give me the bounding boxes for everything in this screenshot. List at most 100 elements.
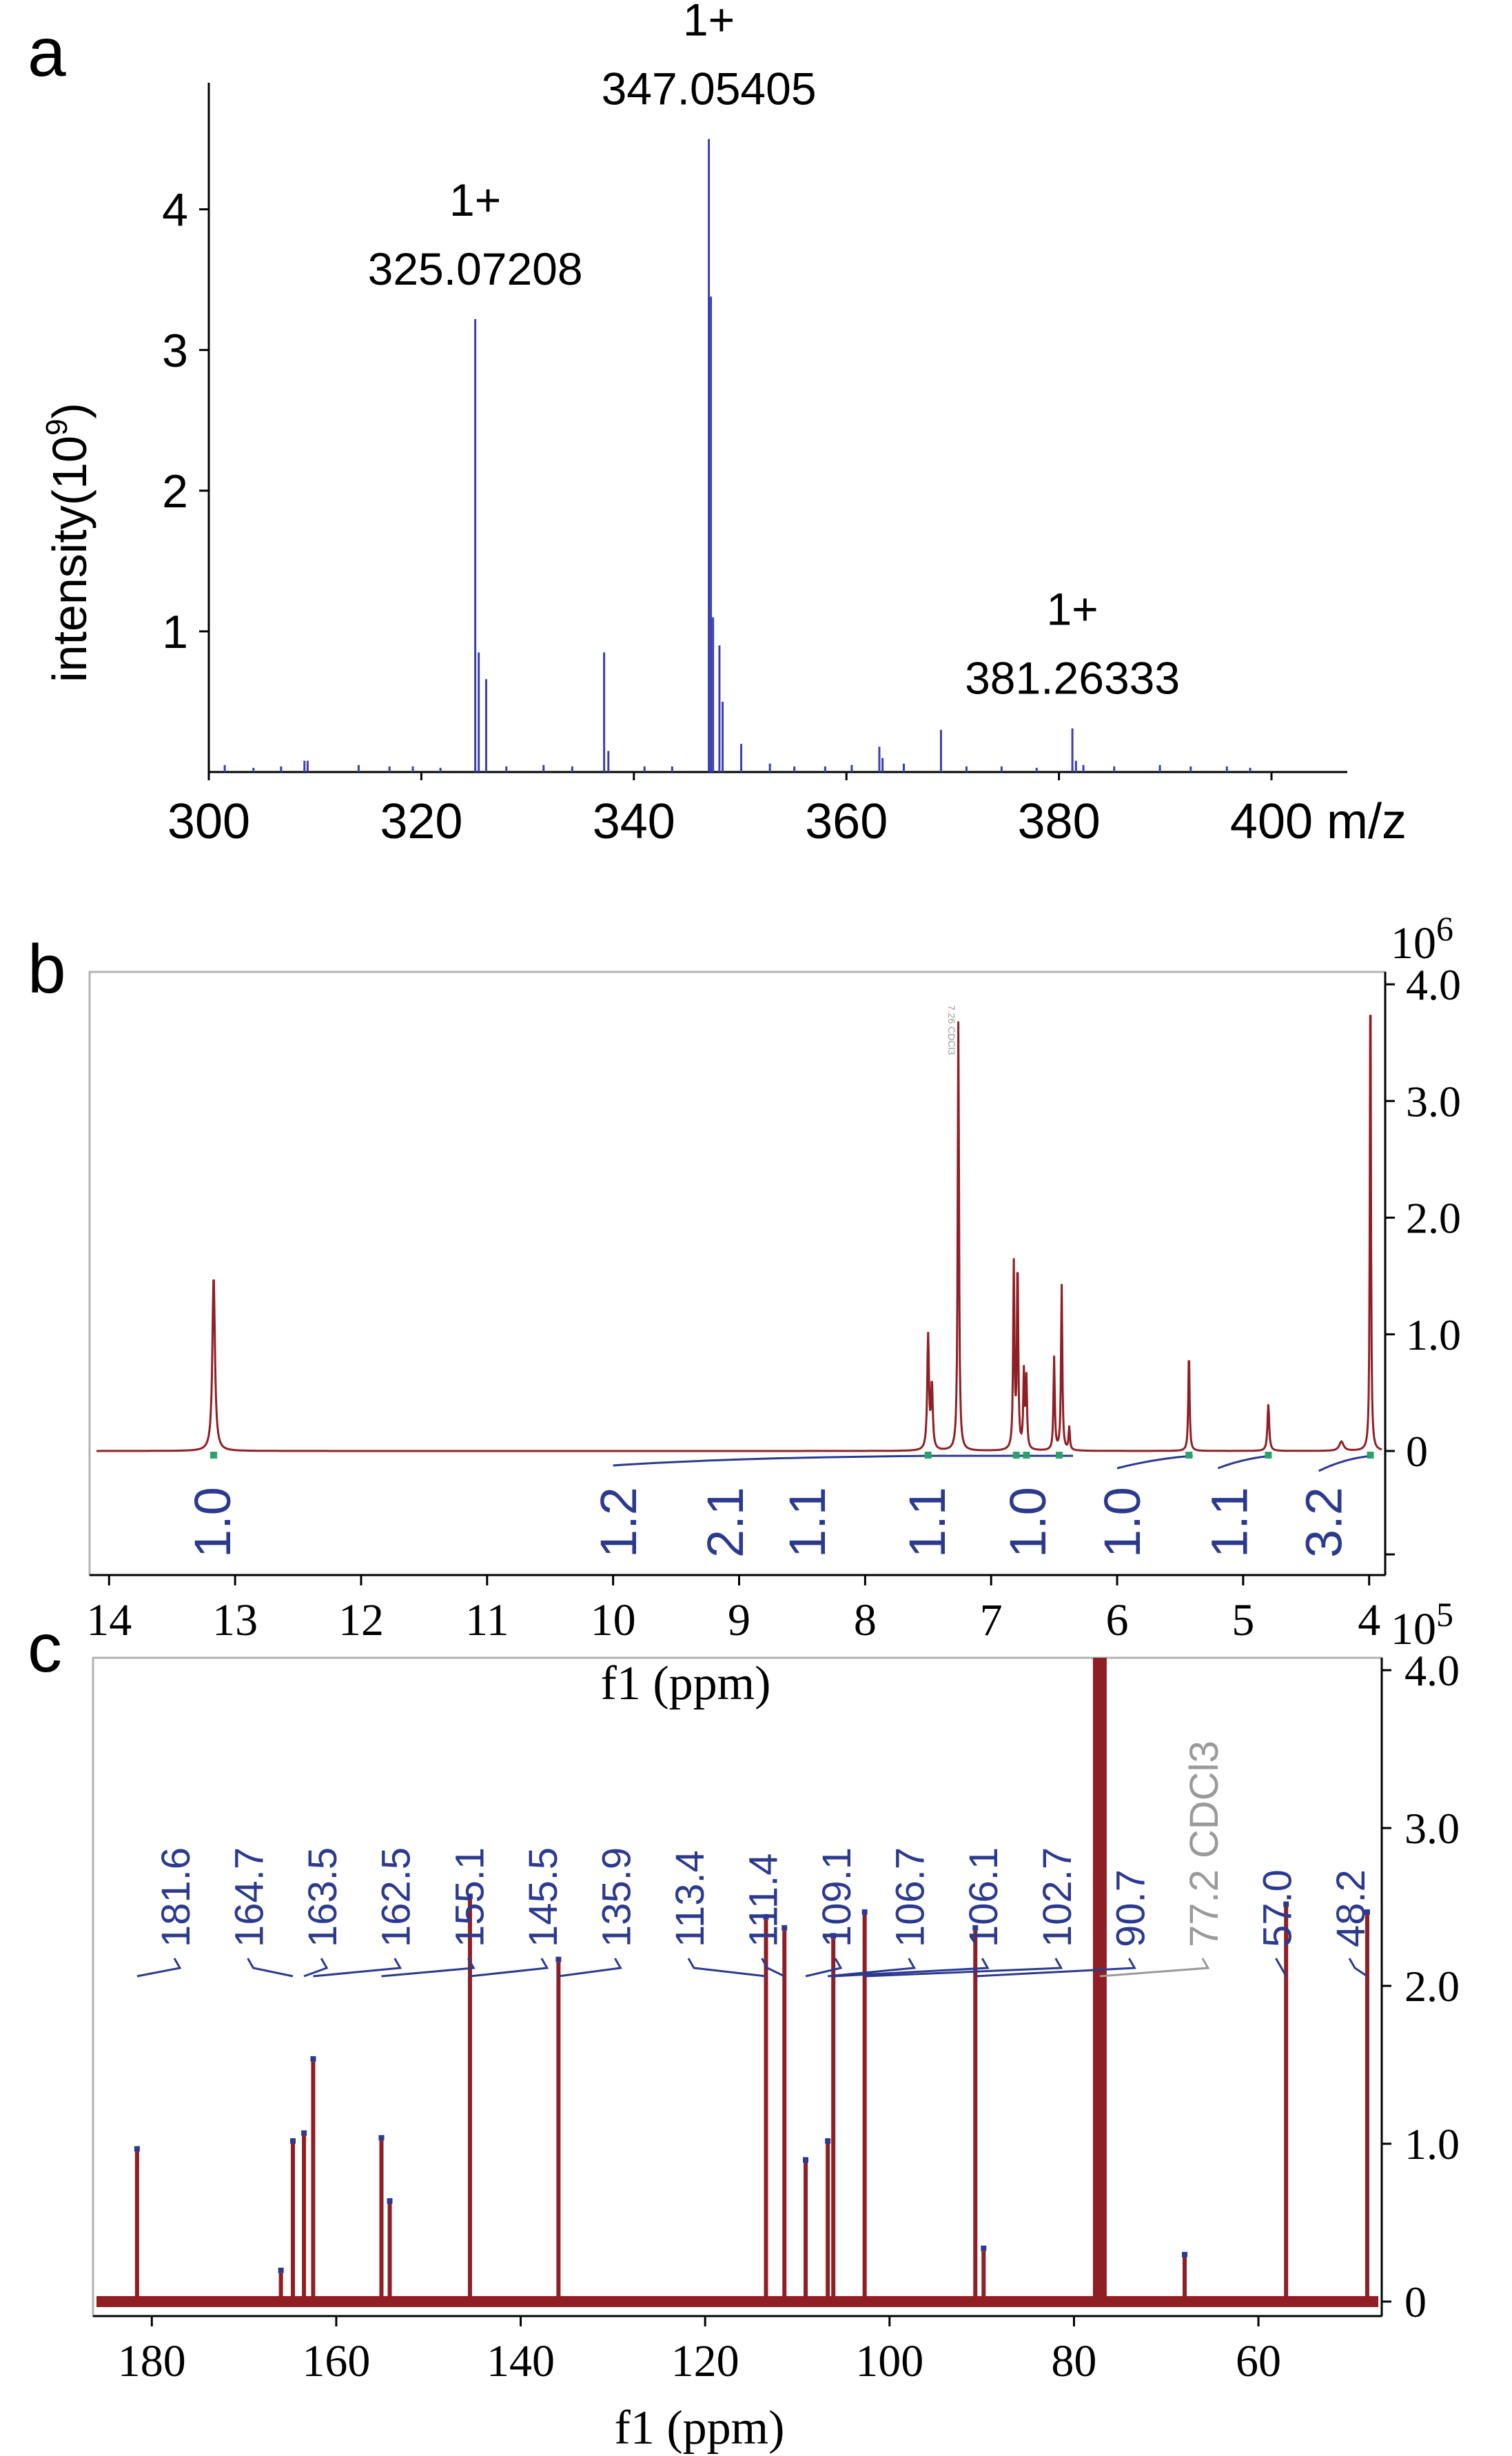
c-nmr-label-leader xyxy=(558,1958,622,1978)
mass-spectrum-panel: 1 2 3 4 300 320 340 360 380 400 1+ 325.07208 1+ 347… xyxy=(40,0,1407,849)
h-nmr-integral-label: 1.0 xyxy=(1094,1487,1151,1558)
c-nmr-peaks xyxy=(134,1658,1370,2302)
ms-peaks xyxy=(223,139,1252,772)
h-nmr-integral-label: 1.1 xyxy=(779,1487,836,1558)
h-nmr-integral-curve xyxy=(1116,1454,1193,1470)
c-nmr-peak-label: 163.5 xyxy=(300,1847,345,1947)
c-nmr-peak-marker xyxy=(278,2267,284,2273)
ms-y-axis-label-base: intensity(10 xyxy=(43,436,96,682)
c-nmr-peak-marker xyxy=(301,2130,307,2136)
h-nmr-integral-curve xyxy=(1217,1454,1271,1470)
c-nmr-peak-label: 106.7 xyxy=(888,1847,933,1947)
h-nmr-integral-marker xyxy=(1367,1452,1374,1459)
c-nmr-peak xyxy=(387,2204,392,2302)
c-nmr-label-leader xyxy=(469,1958,549,1978)
h-nmr-integral-marker xyxy=(1023,1452,1030,1459)
h-nmr-x-tick-label: 13 xyxy=(212,1595,258,1645)
c-nmr-y-tick-label: 0 xyxy=(1404,2277,1427,2326)
c-nmr-peak-marker xyxy=(378,2135,385,2141)
c-nmr-peak xyxy=(1182,2257,1187,2302)
c-nmr-peak xyxy=(311,2061,316,2302)
c-nmr-peak-label: 181.6 xyxy=(154,1847,198,1947)
ms-annotation-charge: 1+ xyxy=(449,174,501,225)
c-nmr-peak xyxy=(278,2273,283,2302)
c-nmr-peak xyxy=(981,2251,986,2302)
c-nmr-x-tick-label: 140 xyxy=(487,2336,555,2386)
c-nmr-peak-marker xyxy=(1283,1901,1289,1907)
c-nmr-y-scale-label: 105 xyxy=(1391,1595,1453,1654)
h-nmr-x-tick-label: 6 xyxy=(1106,1595,1129,1645)
c-nmr-peak xyxy=(379,2140,384,2302)
c-nmr-peak-marker xyxy=(972,1925,979,1931)
ms-y-tick-label: 1 xyxy=(162,606,188,658)
c-nmr-peak-marker xyxy=(290,2138,296,2144)
c-nmr-y-tick-label: 1.0 xyxy=(1404,2120,1460,2169)
ms-annotation-charge: 1+ xyxy=(683,0,735,45)
ms-x-tick-label: 300 xyxy=(167,794,250,849)
c-nmr-peak-labels: 181.6 164.7 163.5 162.5 155.1 145.5 135.9 113.4… xyxy=(136,1740,1373,1978)
c-nmr-peak xyxy=(467,1899,472,2302)
c-nmr-label-leader xyxy=(247,1958,294,1978)
c-nmr-label-leader xyxy=(864,1958,1063,1978)
c-nmr-peak-marker xyxy=(861,1909,868,1915)
h-nmr-integral-label: 1.1 xyxy=(899,1487,956,1558)
h-nmr-integral-label: 1.0 xyxy=(999,1487,1056,1558)
h-nmr-integrals: 1.0 1.2 2.1 1.1 1.1 1.0 1.0 1.1 3.2 xyxy=(184,1452,1374,1558)
ms-x-ticks: 300 320 340 360 380 400 xyxy=(167,772,1313,849)
h-nmr-panel: 4.0 3.0 2.0 1.0 0 14 13 12 11 10 9 8 7 6 5 4 1.0 1.2 2.1… xyxy=(86,909,1461,1710)
c-nmr-label-leader xyxy=(1348,1958,1368,1978)
c-nmr-label-leader xyxy=(833,1958,990,1978)
ms-y-tick-label: 2 xyxy=(162,465,188,518)
ms-x-tick-label: 320 xyxy=(380,794,462,849)
c-nmr-x-tick-label: 120 xyxy=(671,2336,739,2386)
panel-label-b: b xyxy=(28,931,66,1008)
c-nmr-label-leader xyxy=(805,1958,843,1978)
ms-x-tick-label: 380 xyxy=(1018,794,1101,849)
ms-y-tick-label: 4 xyxy=(162,184,188,236)
h-nmr-frame xyxy=(88,971,1387,1576)
h-nmr-x-tick-label: 4 xyxy=(1358,1595,1380,1645)
h-nmr-x-ticks: 14 13 12 11 10 9 8 7 6 5 4 xyxy=(86,1575,1380,1645)
c-nmr-peak xyxy=(1092,1658,1107,2302)
c-nmr-peak xyxy=(826,2144,830,2302)
c-nmr-peak-marker xyxy=(781,1925,788,1931)
ms-y-ticks: 1 2 3 4 xyxy=(162,184,209,658)
h-nmr-y-tick-label: 3.0 xyxy=(1406,1077,1461,1126)
c-nmr-baseline-noise xyxy=(96,2296,1378,2307)
c-nmr-x-tick-label: 180 xyxy=(118,2336,186,2386)
c-nmr-peak-label: 109.1 xyxy=(815,1847,859,1947)
ms-annotation-mz: 381.26333 xyxy=(965,653,1180,704)
h-nmr-y-tick-label: 2.0 xyxy=(1406,1194,1461,1243)
h-nmr-integral-marker xyxy=(210,1452,218,1459)
c-nmr-label-leader xyxy=(827,1958,917,1978)
h-nmr-y-tick-label: 4.0 xyxy=(1406,960,1461,1009)
c-nmr-peak-label: 135.9 xyxy=(594,1847,639,1947)
c-nmr-peak-label: 106.1 xyxy=(961,1847,1006,1947)
c-nmr-peak-label: 102.7 xyxy=(1035,1847,1080,1947)
c-nmr-y-tick-label: 4.0 xyxy=(1404,1646,1460,1695)
c-nmr-label-leader xyxy=(381,1958,476,1978)
h-nmr-integral-label: 1.1 xyxy=(1201,1487,1258,1558)
h-nmr-x-tick-label: 10 xyxy=(591,1595,636,1645)
ms-x-tick-label: 340 xyxy=(593,794,675,849)
c-nmr-label-leader xyxy=(1099,1958,1210,1978)
c-nmr-peak-marker xyxy=(1181,2251,1187,2257)
c-nmr-peak xyxy=(804,2162,808,2302)
h-nmr-integral-marker xyxy=(1185,1452,1193,1459)
c-nmr-y-ticks: 4.0 3.0 2.0 1.0 0 xyxy=(1382,1646,1460,2326)
h-nmr-y-tick-label: 0 xyxy=(1406,1427,1428,1476)
c-nmr-peak-marker xyxy=(763,1914,769,1920)
c-nmr-peak xyxy=(1284,1907,1289,2302)
h-nmr-x-tick-label: 7 xyxy=(980,1595,1003,1645)
c-nmr-peak xyxy=(831,1938,836,2302)
c-nmr-x-tick-label: 80 xyxy=(1051,2336,1096,2386)
c-nmr-peak xyxy=(302,2135,307,2302)
c-nmr-y-tick-label: 2.0 xyxy=(1404,1962,1460,2011)
h-nmr-y-tick-label: 1.0 xyxy=(1406,1310,1461,1359)
h-nmr-integral-label: 2.1 xyxy=(697,1487,754,1558)
c-nmr-peak-marker xyxy=(555,1956,562,1962)
h-nmr-integral-label: 1.0 xyxy=(184,1487,241,1558)
c-nmr-peak xyxy=(862,1914,867,2302)
c-nmr-y-scale-exp: 5 xyxy=(1436,1595,1453,1634)
